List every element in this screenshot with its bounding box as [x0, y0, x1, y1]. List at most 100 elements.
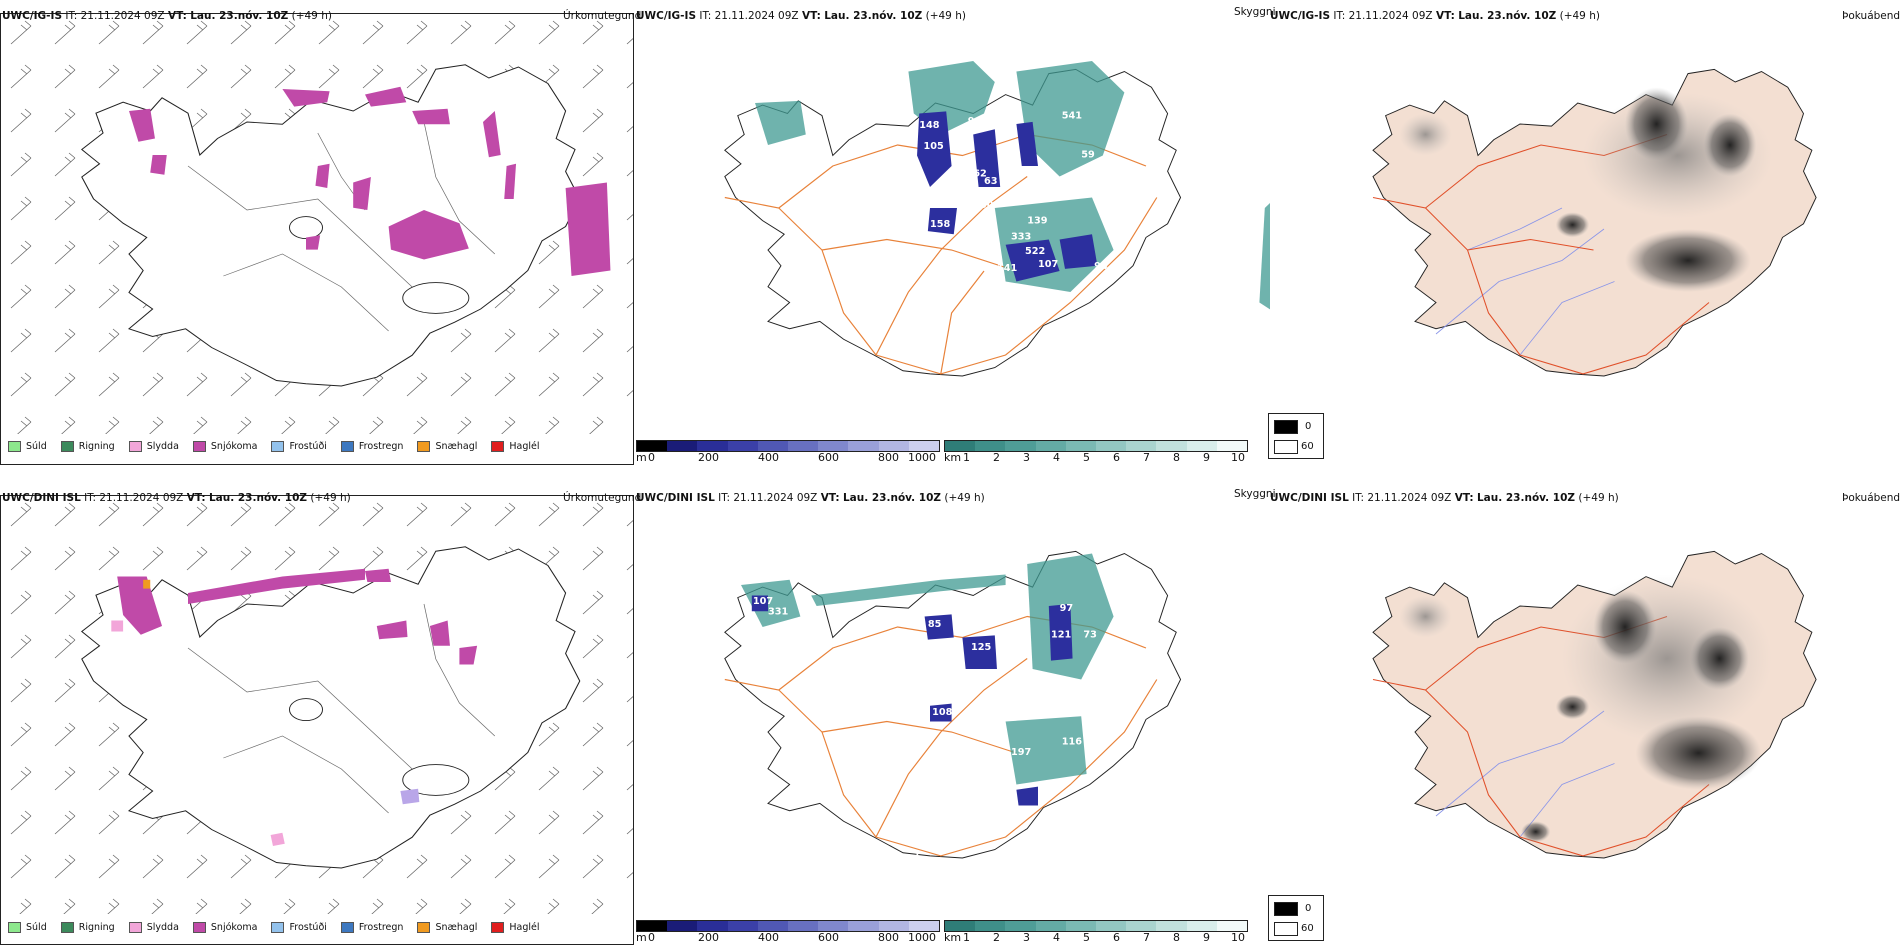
cloud-base-label: 1 — [914, 850, 921, 861]
legend-item-rigning: Rigning — [60, 922, 115, 933]
fog-swatch-60 — [1274, 922, 1298, 936]
legend-item-frostudi: Frostúði — [271, 922, 327, 933]
ceiling-colorbar-1 — [636, 440, 940, 452]
model-name: UWC/DINI ISL — [636, 492, 715, 504]
model-name: UWC/DINI ISL — [1270, 492, 1349, 504]
legend-item-snaehagl: Snæhagl — [417, 922, 477, 933]
legend-label: Haglél — [509, 922, 540, 933]
ceiling-tick: 600 — [818, 451, 839, 464]
cloud-base-label: 541 — [1062, 111, 1082, 122]
cloud-base-label: 97 — [1060, 603, 1074, 614]
legend-item-snjokoma: Snjókoma — [192, 922, 257, 933]
cloud-base-label: 94 — [1094, 261, 1108, 272]
cloud-base-label: 331 — [768, 607, 788, 618]
visibility-tick: 6 — [1113, 931, 1120, 944]
legend-label: Slydda — [146, 922, 179, 933]
valid-time: Lau. 23.nóv. 10Z — [1476, 492, 1576, 504]
legend-label: Rigning — [78, 922, 115, 933]
legend-item-snaehagl: Snæhagl — [417, 441, 477, 452]
valid-time: Lau. 23.nóv. 10Z — [1458, 10, 1557, 22]
fog-swatch-0 — [1274, 902, 1298, 916]
lead-time: (+49 h) — [925, 10, 966, 22]
visibility-tick: 8 — [1173, 931, 1180, 944]
legend-label: Frostúði — [289, 922, 327, 933]
legend-swatch — [340, 922, 354, 933]
ceiling-visibility-map: 148 96 105 62 265 63 400 139 541 59 206 … — [724, 61, 1270, 377]
legend-swatch — [491, 922, 505, 933]
cloud-base-label: 265 — [969, 188, 989, 199]
legend-swatch — [417, 922, 431, 933]
visibility-tick: 4 — [1053, 931, 1060, 944]
cloud-base-label: 125 — [971, 642, 991, 653]
legend-item-haglel: Haglél — [491, 922, 540, 933]
cloud-base-label: 96 — [968, 116, 982, 127]
fog-header-2: UWC/DINI ISL IT: 21.11.2024 09Z VT: Lau.… — [1270, 492, 1619, 504]
fog-panel-title: Þokuábendi — [1842, 492, 1900, 504]
issue-time: IT: 21.11.2024 09Z — [1333, 10, 1433, 22]
cloud-base-label: 121 — [1051, 630, 1071, 641]
legend-swatch — [417, 441, 431, 452]
legend-item-frostudi: Frostúði — [271, 441, 327, 452]
cloud-base-label: 333 — [1011, 232, 1031, 243]
fog-swatch-0 — [1274, 420, 1298, 434]
ceiling-tick: 600 — [818, 931, 839, 944]
valid-time: Lau. 23.nóv. 10Z — [842, 492, 942, 504]
ceiling-tick: 0 — [648, 451, 655, 464]
row-2: UWC/DINI ISL IT: 21.11.2024 09Z VT: Lau.… — [0, 482, 1900, 950]
ceiling-tick: 400 — [758, 931, 779, 944]
legend-swatch — [60, 441, 74, 452]
ceiling-tick: 1000 — [908, 931, 936, 944]
visibility-tick: 5 — [1083, 931, 1090, 944]
cloud-base-label: 107 — [1038, 259, 1058, 270]
legend-item-slydda: Slydda — [128, 441, 179, 452]
cloud-base-label: 158 — [930, 219, 951, 230]
valid-time-label: VT: — [1454, 492, 1474, 504]
legend-label: Súld — [26, 441, 47, 452]
cloud-base-label: 20 — [1114, 609, 1128, 620]
model-name: UWC/IG-IS — [1270, 10, 1331, 22]
fog-panel-title: Þokuábendi — [1842, 10, 1900, 22]
legend-label: Frostregn — [358, 441, 404, 452]
valid-time-label: VT: — [801, 10, 821, 22]
fog-tick: 60 — [1301, 441, 1314, 452]
visibility-tick: 7 — [1143, 451, 1150, 464]
legend-label: Snjókoma — [210, 441, 258, 452]
visibility-tick: 2 — [993, 931, 1000, 944]
visibility-colorbar-2 — [944, 920, 1248, 932]
cloud-base-label: 206 — [1097, 179, 1118, 190]
fog-tick: 0 — [1305, 903, 1312, 914]
legend-swatch — [271, 922, 285, 933]
legend-label: Rigning — [78, 441, 115, 452]
ceiling-tick: 200 — [698, 931, 719, 944]
valid-time: Lau. 23.nóv. 10Z — [824, 10, 923, 22]
fog-colorbar-2: 0 60 — [1268, 895, 1324, 941]
visibility-tick: 3 — [1023, 931, 1030, 944]
model-name: UWC/IG-IS — [636, 10, 697, 22]
lead-time: (+49 h) — [944, 492, 985, 504]
legend-label: Slydda — [146, 441, 179, 452]
legend-swatch — [192, 441, 206, 452]
cloud-base-label: 107 — [753, 596, 773, 607]
cloud-base-label: 465 — [1043, 295, 1063, 306]
legend-swatch — [271, 441, 285, 452]
fog-tick: 0 — [1305, 421, 1312, 432]
cloud-base-label: 85 — [928, 619, 942, 630]
cloud-base-label: 63 — [984, 176, 998, 187]
fog-indicator-map — [1372, 68, 1817, 377]
lead-time: (+49 h) — [1559, 10, 1600, 22]
visibility-tick: 1 — [963, 451, 970, 464]
legend-item-frostregn: Frostregn — [340, 922, 403, 933]
cloud-base-label: 148 — [919, 120, 940, 131]
cloud-base-label: 522 — [1025, 246, 1045, 257]
legend-item-snjokoma: Snjókoma — [192, 441, 258, 452]
fog-tick: 60 — [1301, 923, 1314, 934]
valid-time-label: VT: — [820, 492, 840, 504]
ceiling-colorbar-2 — [636, 920, 940, 932]
legend-swatch — [8, 441, 21, 452]
issue-time: IT: 21.11.2024 09Z — [699, 10, 799, 22]
vis-panel-title: Skyggni — [1234, 488, 1276, 500]
precip-type-map — [1, 14, 633, 434]
ceiling-tick: 1000 — [908, 451, 936, 464]
precip-type-frame-1 — [0, 13, 634, 465]
visibility-tick: 5 — [1083, 451, 1090, 464]
